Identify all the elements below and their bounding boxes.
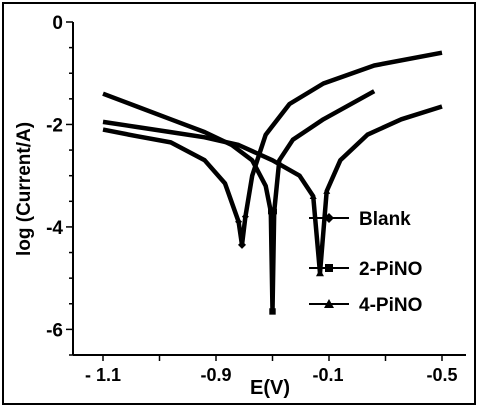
y-axis-label: log (Current/A) [14,122,35,256]
data-point [235,218,243,226]
legend-label: 4-PiNO [359,295,422,316]
figure-frame: 0 -2 -4 -6 - 1.1 -0.9 -0.1 -0.5 log (Current/A… [2,2,476,405]
x-ticks: - 1.1 -0.9 -0.1 -0.5 [85,355,458,385]
data-point [241,213,249,221]
series-line [102,89,376,314]
x-tick-label: -0.5 [426,365,457,385]
legend-marker [324,299,334,308]
legend-item-2-pino: 2-PiNO [309,259,422,280]
y-tick-label: -6 [46,320,63,341]
data-point [323,187,331,194]
series-2-pino [102,89,376,315]
data-point [309,192,317,199]
chart: 0 -2 -4 -6 - 1.1 -0.9 -0.1 -0.5 log (Current/A… [14,13,466,399]
series-layer [102,50,443,315]
data-point [237,240,246,249]
x-tick-label: -0.1 [312,365,343,385]
data-point [269,308,276,315]
legend-marker [324,213,334,223]
x-tick-label: -0.9 [200,365,231,385]
series-4-pino [102,104,443,277]
legend-label: 2-PiNO [359,259,422,280]
legend-item-blank: Blank [309,209,411,230]
legend-label: Blank [359,209,411,230]
legend: Blank 2-PiNO 4-PiNO [309,209,422,316]
y-tick-label: -4 [46,218,63,239]
legend-marker [325,264,333,272]
data-point [315,269,324,277]
series-line [102,50,443,248]
x-axis-label: E(V) [250,377,290,399]
series-line [102,104,443,276]
legend-item-4-pino: 4-PiNO [309,295,422,316]
x-tick-label: - 1.1 [85,365,121,385]
data-point [271,208,277,215]
series-blank [102,50,443,249]
axes [72,22,466,356]
data-point [268,208,274,215]
y-tick-label: -2 [46,115,63,136]
y-ticks: 0 -2 -4 -6 [46,13,73,356]
y-tick-label: 0 [52,13,63,34]
